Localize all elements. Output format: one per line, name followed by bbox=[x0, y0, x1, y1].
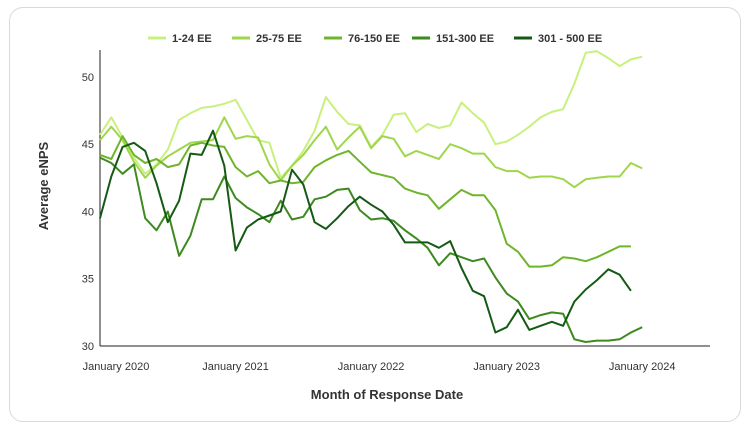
series-line-4 bbox=[99, 129, 632, 334]
chart-card bbox=[9, 7, 741, 422]
legend-label: 1-24 EE bbox=[172, 33, 212, 45]
y-tick-label: 45 bbox=[82, 139, 94, 151]
x-axis-ticks: January 2020 January 2021 January 2022 Janu… bbox=[83, 361, 676, 373]
x-tick-label: January 2020 bbox=[83, 361, 150, 373]
legend-label: 151-300 EE bbox=[436, 33, 494, 45]
x-tick-label: January 2024 bbox=[609, 361, 676, 373]
series-line-3 bbox=[99, 156, 643, 343]
legend-label: 76-150 EE bbox=[348, 33, 400, 45]
y-axis-ticks: 30 35 40 45 50 bbox=[82, 72, 94, 353]
y-tick-label: 35 bbox=[82, 274, 94, 286]
series-line-1 bbox=[99, 116, 643, 189]
y-tick-label: 30 bbox=[82, 341, 94, 353]
y-axis-title: Average eNPS bbox=[36, 141, 51, 230]
legend-label: 25-75 EE bbox=[256, 33, 302, 45]
x-tick-label: January 2022 bbox=[338, 361, 405, 373]
y-tick-label: 50 bbox=[82, 72, 94, 84]
series-line-2 bbox=[99, 135, 631, 268]
x-tick-label: January 2023 bbox=[473, 361, 540, 373]
x-axis-title: Month of Response Date bbox=[311, 387, 463, 402]
x-tick-label: January 2021 bbox=[202, 361, 269, 373]
plot-area bbox=[99, 50, 710, 347]
legend-label: 301 - 500 EE bbox=[538, 33, 602, 45]
y-tick-label: 40 bbox=[82, 206, 94, 218]
legend: 1-24 EE 25-75 EE 76-150 EE 151-300 EE 301 - … bbox=[148, 33, 602, 45]
